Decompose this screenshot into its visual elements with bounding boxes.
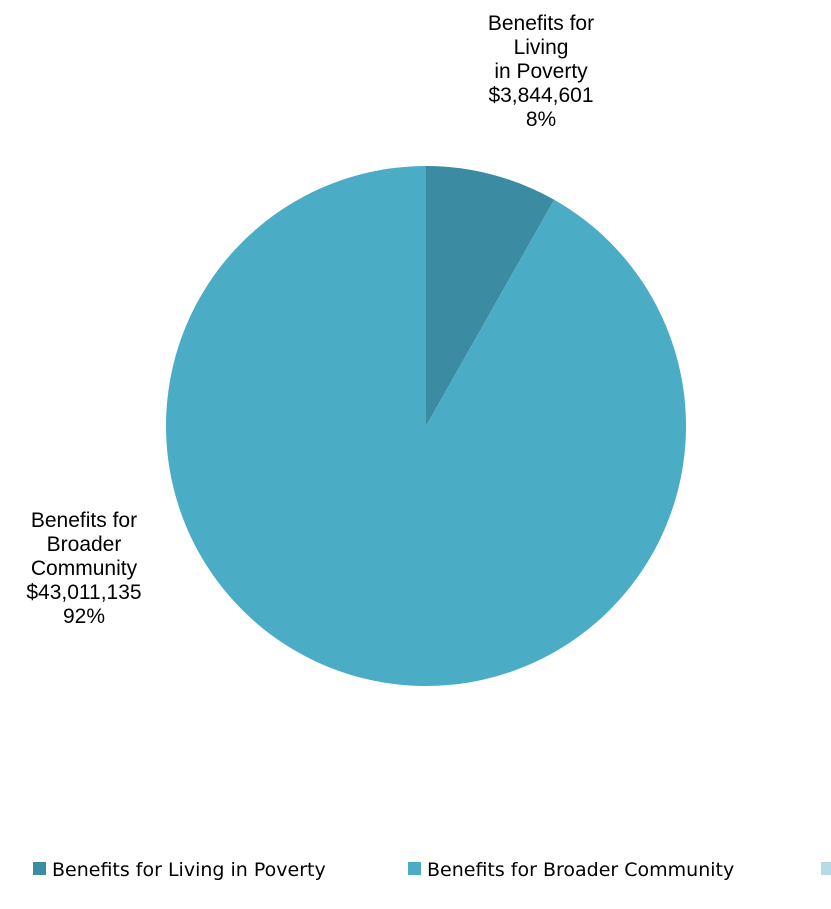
legend-label: Benefits for Living in Poverty bbox=[52, 859, 326, 881]
legend-swatch bbox=[33, 862, 46, 875]
pie-slices bbox=[166, 166, 687, 687]
data-label-line: 8% bbox=[526, 108, 556, 131]
data-label-line: $3,844,601 bbox=[488, 84, 593, 107]
legend-swatch bbox=[408, 862, 421, 875]
data-label-line: Living bbox=[514, 36, 569, 59]
data-label-line: in Poverty bbox=[494, 60, 588, 83]
data-label-benefits-for-living-in-poverty: Benefits for Living in Poverty $3,844,601 8% bbox=[488, 12, 594, 131]
data-label-line: Community bbox=[31, 557, 138, 580]
data-label-line: Benefits for bbox=[31, 509, 137, 532]
data-label-line: 92% bbox=[63, 605, 105, 628]
legend-item-empty bbox=[821, 862, 831, 875]
data-label-benefits-for-broader-community: Benefits for Broader Community $43,011,135 9… bbox=[26, 509, 141, 628]
data-label-line: Broader bbox=[47, 533, 122, 556]
legend-label: Benefits for Broader Community bbox=[427, 859, 734, 881]
pie-slice-benefits-for-broader-community bbox=[166, 166, 687, 687]
pie-slice-benefits-for-living-in-poverty bbox=[426, 166, 555, 426]
legend-item-benefits-for-broader-community: Benefits for Broader Community bbox=[408, 859, 734, 881]
data-label-line: $43,011,135 bbox=[26, 581, 141, 604]
data-label-line: Benefits for bbox=[488, 12, 594, 35]
legend-item-benefits-for-living-in-poverty: Benefits for Living in Poverty bbox=[33, 859, 326, 881]
legend: Benefits for Living in Poverty Benefits f… bbox=[33, 859, 831, 881]
pie-data-labels: Benefits for Living in Poverty $3,844,601 8%… bbox=[26, 12, 594, 628]
legend-swatch bbox=[821, 862, 831, 875]
